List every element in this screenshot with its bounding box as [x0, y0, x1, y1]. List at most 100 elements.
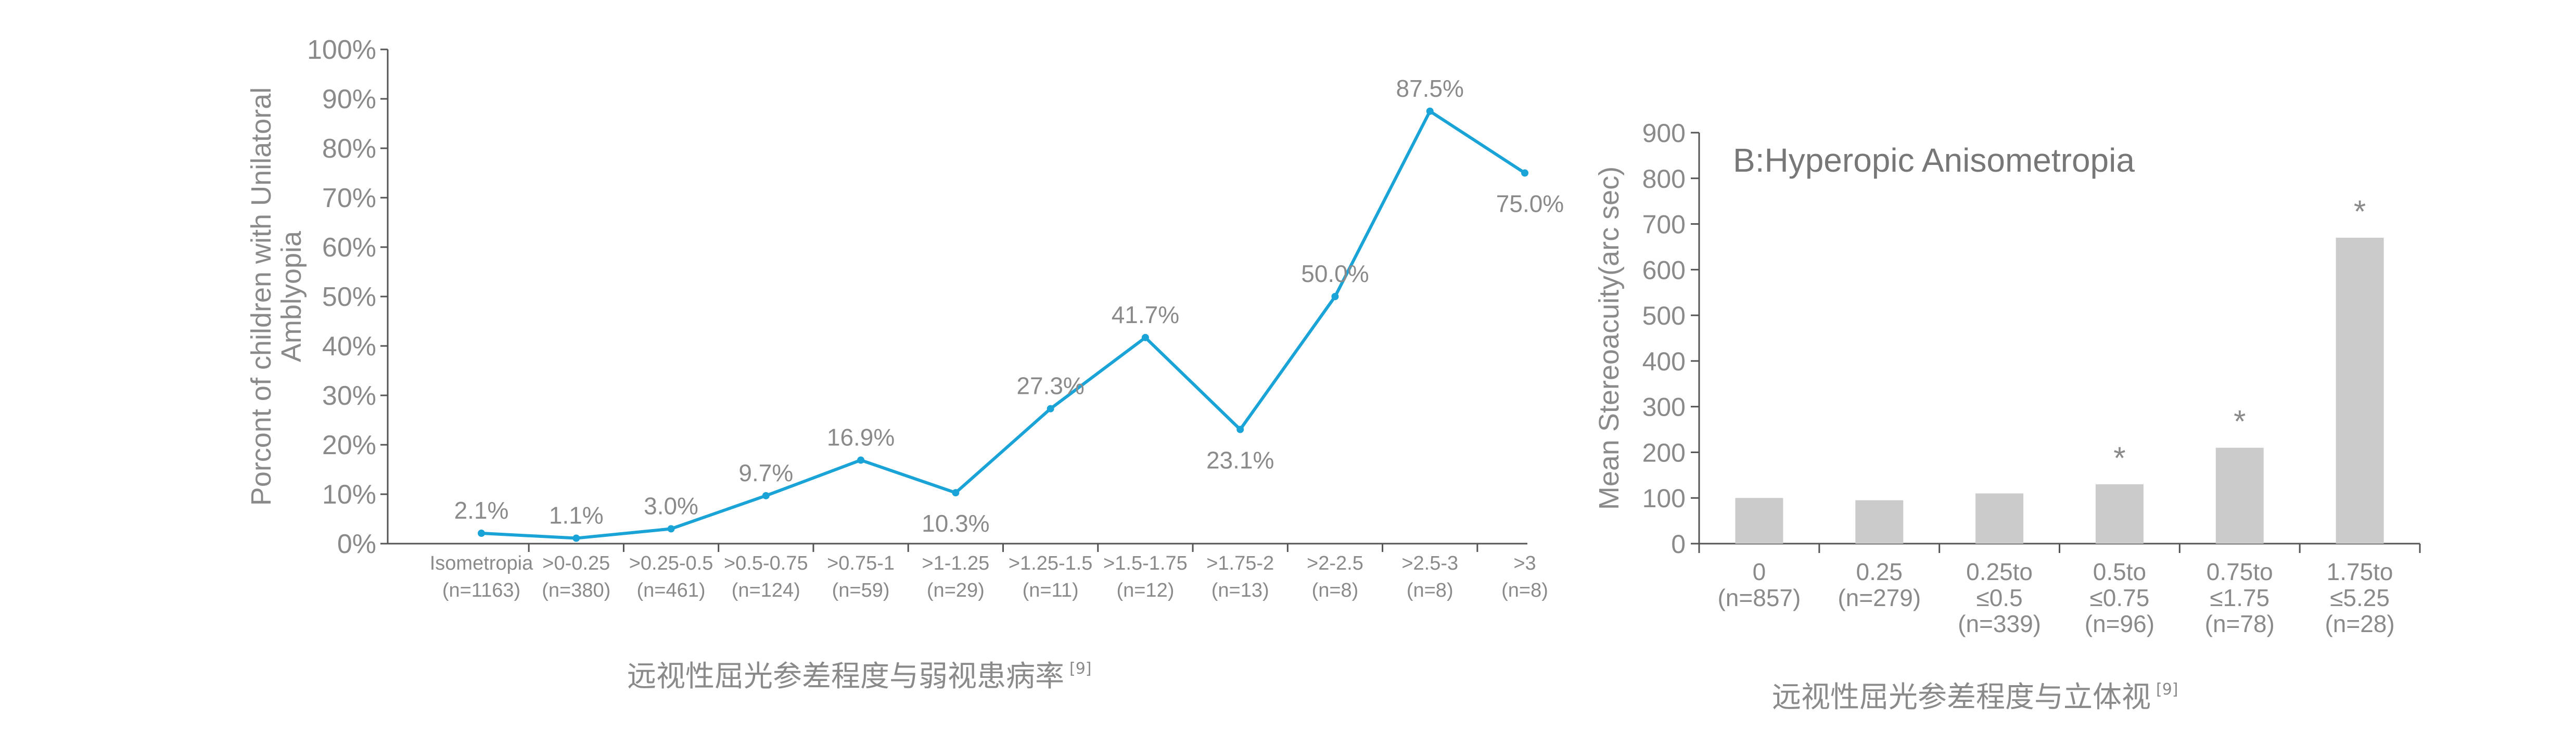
- y-tick-label: 0%: [337, 529, 376, 559]
- data-point: [952, 489, 960, 497]
- x-tick-sample-size: (n=8): [1407, 580, 1453, 601]
- y-tick-label: 20%: [322, 430, 376, 460]
- x-tick-sample-size: (n=8): [1312, 580, 1359, 601]
- data-point: [1521, 169, 1528, 177]
- x-tick-label: >0-0.25: [542, 552, 610, 574]
- caption-right: 远视性屈光参差程度与立体视 [9]: [1772, 674, 2178, 716]
- data-point: [762, 492, 770, 499]
- x-tick-label: >1.75-2: [1206, 552, 1274, 574]
- data-label: 41.7%: [1112, 301, 1179, 328]
- data-point: [1141, 333, 1149, 341]
- y-tick-label: 70%: [322, 183, 376, 213]
- x-tick-label: 0.25to: [1966, 558, 2033, 585]
- data-label: 2.1%: [454, 497, 509, 524]
- x-tick-label: ≤5.25: [2330, 584, 2390, 611]
- x-tick-label: 1.75to: [2327, 558, 2393, 585]
- y-tick-label: 100: [1642, 484, 1686, 513]
- data-point: [572, 534, 580, 542]
- data-label: 1.1%: [549, 502, 604, 529]
- y-axis-title: Porcont of children with UnilatoralAmbly…: [246, 87, 307, 506]
- x-tick-label: >1-1.25: [922, 552, 989, 574]
- significance-marker: *: [2113, 441, 2125, 475]
- x-tick-sample-size: (n=59): [832, 580, 890, 601]
- data-label: 75.0%: [1496, 190, 1564, 217]
- x-tick-label: >3: [1513, 552, 1536, 574]
- x-tick-sample-size: (n=8): [1501, 580, 1548, 601]
- y-tick-label: 700: [1642, 210, 1686, 239]
- data-label: 23.1%: [1206, 447, 1274, 474]
- bar: [1975, 493, 2024, 544]
- data-point: [857, 456, 865, 464]
- y-tick-label: 50%: [322, 282, 376, 312]
- y-tick-label: 10%: [322, 480, 376, 510]
- x-tick-sample-size: (n=380): [542, 580, 610, 601]
- x-tick-sample-size: (n=124): [732, 580, 800, 601]
- significance-marker: *: [2354, 194, 2366, 229]
- x-tick-label: >2.5-3: [1401, 552, 1458, 574]
- x-tick-label: ≤0.75: [2090, 584, 2150, 611]
- y-tick-label: 600: [1642, 255, 1686, 285]
- data-label: 9.7%: [738, 459, 793, 486]
- bar: [1855, 500, 1904, 544]
- x-tick-label: >1.5-1.75: [1103, 552, 1188, 574]
- y-tick-label: 0: [1671, 530, 1686, 559]
- series-line: [481, 109, 1526, 540]
- x-tick-label: 0.75to: [2207, 558, 2273, 585]
- y-tick-label: 900: [1642, 119, 1686, 148]
- x-tick-sample-size: (n=11): [1023, 580, 1079, 601]
- y-tick-label: 100%: [307, 35, 376, 65]
- data-point: [1331, 293, 1339, 300]
- y-tick-label: 500: [1642, 301, 1686, 330]
- y-tick-label: 800: [1642, 164, 1686, 194]
- data-point: [667, 525, 675, 533]
- x-tick-sample-size: (n=96): [2085, 610, 2154, 637]
- x-tick-sample-size: (n=279): [1838, 584, 1921, 611]
- caption-left-ref: [9]: [1069, 660, 1092, 678]
- x-tick-label: 0: [1753, 558, 1766, 585]
- x-tick-label: >0.25-0.5: [629, 552, 713, 574]
- y-tick-label: 40%: [322, 331, 376, 362]
- y-tick-label: 30%: [322, 381, 376, 411]
- x-tick-sample-size: (n=13): [1212, 580, 1269, 601]
- chart-title: B:Hyperopic Anisometropia: [1733, 142, 2135, 179]
- x-tick-label: 0.5to: [2093, 558, 2146, 585]
- x-tick-sample-size: (n=28): [2325, 610, 2394, 637]
- x-tick-sample-size: (n=78): [2205, 610, 2275, 637]
- x-tick-label: ≤1.75: [2210, 584, 2269, 611]
- data-point: [478, 530, 485, 537]
- caption-left-text: 远视性屈光参差程度与弱视患病率: [627, 660, 1064, 693]
- y-tick-label: 300: [1642, 393, 1686, 422]
- x-tick-sample-size: (n=857): [1717, 584, 1801, 611]
- x-tick-sample-size: (n=339): [1958, 610, 2041, 637]
- caption-left: 远视性屈光参差程度与弱视患病率 [9]: [627, 653, 1092, 695]
- y-axis-title-line: Porcont of children with Unilatoral: [246, 87, 277, 506]
- y-tick-label: 90%: [322, 84, 376, 114]
- x-tick-label: >1.25-1.5: [1009, 552, 1093, 574]
- data-label: 50.0%: [1301, 260, 1369, 287]
- data-label: 27.3%: [1016, 372, 1084, 400]
- x-tick-sample-size: (n=461): [637, 580, 706, 601]
- data-label: 16.9%: [827, 423, 895, 451]
- caption-right-text: 远视性屈光参差程度与立体视: [1772, 680, 2151, 714]
- bar: [2336, 237, 2384, 544]
- data-label: 3.0%: [644, 493, 698, 520]
- data-point: [1047, 405, 1054, 413]
- bar: [2215, 447, 2264, 544]
- data-label: 87.5%: [1396, 75, 1464, 102]
- y-axis-title-line: Amblyopia: [276, 230, 307, 362]
- y-tick-label: 200: [1642, 438, 1686, 467]
- y-tick-label: 400: [1642, 347, 1686, 376]
- x-tick-label: >2-2.5: [1307, 552, 1363, 574]
- bar: [1735, 498, 1783, 544]
- bar: [2095, 484, 2144, 544]
- x-tick-label: ≤0.5: [1976, 584, 2022, 611]
- data-point: [1426, 107, 1434, 115]
- significance-marker: *: [2234, 404, 2246, 439]
- data-label: 10.3%: [922, 510, 989, 537]
- y-axis-title: Mean Stereoacuity(arc sec): [1593, 166, 1625, 510]
- x-tick-label: >0.5-0.75: [724, 552, 808, 574]
- x-tick-sample-size: (n=1163): [442, 580, 520, 601]
